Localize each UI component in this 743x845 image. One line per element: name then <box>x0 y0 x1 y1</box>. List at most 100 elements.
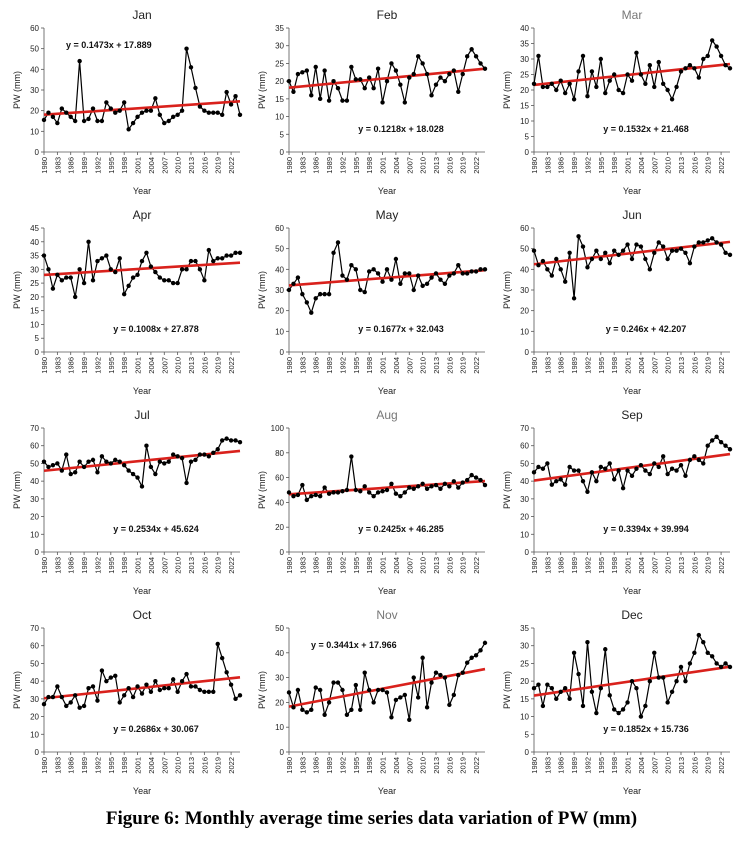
data-point <box>415 695 421 700</box>
data-point <box>384 690 390 695</box>
y-tick-label: 50 <box>275 624 284 633</box>
y-tick-label: 70 <box>30 424 39 433</box>
data-point <box>464 660 470 665</box>
data-point <box>313 64 318 70</box>
data-point <box>130 694 136 700</box>
data-point <box>580 478 586 484</box>
data-point <box>424 281 430 286</box>
y-tick-label: 10 <box>520 530 529 539</box>
data-point <box>678 69 684 74</box>
data-point <box>380 279 385 284</box>
x-tick-label: 1992 <box>583 757 592 774</box>
data-point <box>219 655 225 661</box>
data-point <box>362 484 367 489</box>
data-point <box>536 682 541 687</box>
data-point <box>696 75 702 80</box>
x-tick-label: 2010 <box>174 357 183 374</box>
data-point <box>473 269 479 274</box>
data-point <box>549 273 555 278</box>
data-point <box>456 485 461 490</box>
data-point <box>723 443 728 448</box>
x-tick-label: 2004 <box>392 557 401 574</box>
trend-line <box>533 240 731 266</box>
data-point <box>206 110 212 115</box>
data-point <box>202 452 207 457</box>
data-point <box>99 118 105 124</box>
data-point <box>652 250 657 255</box>
data-point <box>157 112 163 118</box>
chart-svg: Mar 0 5 10 15 20 25 30 35 40 PW (mm) 1980 1983 1986 19… <box>502 8 733 196</box>
x-tick-label: 2019 <box>704 157 713 174</box>
data-point <box>309 707 314 713</box>
data-point <box>349 707 354 713</box>
data-point <box>135 114 140 120</box>
data-point <box>117 459 122 464</box>
data-point <box>718 664 724 670</box>
series-line <box>288 48 486 103</box>
data-point <box>95 698 100 703</box>
x-axis-label: Year <box>133 586 151 596</box>
data-point <box>340 98 345 103</box>
x-tick-label: 2013 <box>432 157 441 174</box>
x-tick-label: 2019 <box>214 157 223 174</box>
data-point <box>188 258 194 264</box>
x-tick-label: 2010 <box>419 557 428 574</box>
data-point <box>460 71 465 77</box>
y-tick-label: 45 <box>30 224 39 233</box>
data-point <box>580 244 586 249</box>
data-point <box>398 82 403 87</box>
data-point <box>692 650 697 655</box>
x-tick-label: 2010 <box>664 357 673 374</box>
data-point <box>322 291 327 297</box>
x-tick-label: 2007 <box>160 557 169 574</box>
trend-equation: y = 0.1218x + 18.028 <box>358 124 444 134</box>
x-tick-label: 1983 <box>298 157 307 174</box>
data-point <box>594 248 599 253</box>
y-tick-label: 50 <box>30 459 39 468</box>
data-point <box>130 120 136 126</box>
data-point <box>669 689 675 694</box>
chart-svg: Oct 0 10 20 30 40 50 60 70 PW (mm) 1980 1983 1986 198… <box>12 608 243 796</box>
x-tick-label: 1989 <box>570 757 579 774</box>
trend-equation: y = 0.1473x + 17.889 <box>66 40 152 50</box>
y-tick-label: 30 <box>275 286 284 295</box>
data-point <box>545 267 550 272</box>
x-tick-label: 1983 <box>298 557 307 574</box>
data-point <box>362 86 367 91</box>
data-point <box>362 289 367 295</box>
data-point <box>674 248 679 253</box>
y-tick-label: 10 <box>30 730 39 739</box>
data-point <box>665 87 670 93</box>
chart-title: Jan <box>132 8 151 22</box>
data-point <box>687 63 693 68</box>
x-tick-label: 2016 <box>690 357 699 374</box>
data-point <box>656 464 661 470</box>
data-point <box>692 454 697 459</box>
y-tick-label: 10 <box>520 117 529 126</box>
data-point <box>148 264 154 269</box>
data-point <box>215 256 220 261</box>
data-point <box>554 87 559 93</box>
data-point <box>86 686 91 691</box>
y-tick-label: 30 <box>275 674 284 683</box>
data-point <box>638 463 644 468</box>
x-tick-label: 2013 <box>187 357 196 374</box>
data-point <box>540 84 546 90</box>
x-tick-label: 2001 <box>134 757 143 774</box>
data-point <box>576 69 581 74</box>
x-tick-label: 1983 <box>53 757 62 774</box>
data-point <box>135 475 140 480</box>
data-point <box>144 108 149 113</box>
x-tick-label: 1983 <box>53 357 62 374</box>
data-point <box>237 439 243 445</box>
y-tick-label: 40 <box>275 265 284 274</box>
data-point <box>558 78 563 83</box>
data-point <box>469 655 474 660</box>
x-tick-label: 2001 <box>379 157 388 174</box>
data-point <box>625 468 630 473</box>
x-tick-label: 2007 <box>405 357 414 374</box>
data-point <box>625 700 630 705</box>
data-point <box>665 256 670 262</box>
x-tick-label: 1986 <box>557 557 566 574</box>
data-point <box>727 252 733 258</box>
